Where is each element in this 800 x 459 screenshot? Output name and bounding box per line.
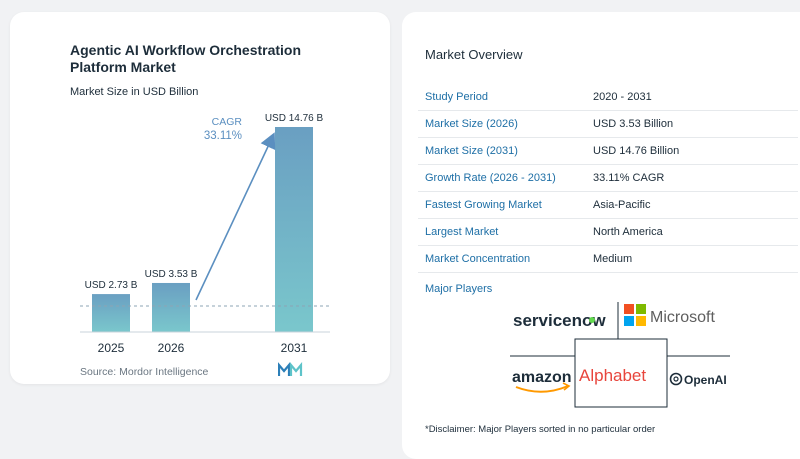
chart-title: Agentic AI Workflow Orchestration Platfo… [70, 42, 302, 75]
row-label: Market Size (2026) [425, 118, 518, 130]
overview-title: Market Overview [425, 47, 523, 62]
chart-subtitle: Market Size in USD Billion [70, 86, 199, 98]
logo-highlight-box [574, 338, 668, 408]
mordor-logo-icon [278, 362, 303, 376]
row-value: USD 14.76 Billion [593, 145, 680, 157]
table-row: Largest Market North America [418, 219, 798, 246]
table-row: Study Period 2020 - 2031 [418, 84, 798, 111]
bar-chart: CAGR 33.11% USD 2.73 B 2025 USD 3.53 B 2026… [80, 113, 330, 355]
chart-card [10, 12, 390, 384]
bar-2031 [275, 127, 313, 332]
bar-2025 [92, 294, 130, 332]
row-value: 2020 - 2031 [593, 91, 652, 103]
players-title: Major Players [425, 283, 493, 295]
row-value: Asia-Pacific [593, 199, 651, 211]
overview-table: Study Period 2020 - 2031 Market Size (20… [418, 84, 798, 273]
x-tick-label: 2031 [281, 341, 308, 355]
alphabet-logo: Alphabet [579, 366, 646, 385]
cagr-label: CAGR [212, 116, 243, 128]
overview-card [402, 12, 800, 459]
table-row: Fastest Growing Market Asia-Pacific [418, 192, 798, 219]
microsoft-logo: Microsoft [650, 309, 715, 326]
row-value: 33.11% CAGR [593, 172, 665, 184]
bar-value-label: USD 3.53 B [145, 269, 198, 280]
cagr-arrow [195, 132, 276, 301]
table-row: Market Size (2031) USD 14.76 Billion [418, 138, 798, 165]
row-label: Largest Market [425, 226, 499, 238]
row-label: Market Concentration [425, 253, 531, 265]
openai-logo: OpenAI [684, 373, 727, 387]
bar-2026 [152, 282, 190, 332]
servicenow-logo: servicenow [513, 311, 606, 330]
amazon-smile-arrow-icon [562, 382, 571, 391]
disclaimer: *Disclaimer: Major Players sorted in no … [425, 424, 656, 435]
openai-logo-icon [669, 372, 683, 386]
amazon-logo: amazon [512, 369, 572, 386]
row-label: Market Size (2031) [425, 145, 518, 157]
row-value: USD 3.53 Billion [593, 118, 674, 130]
row-label: Fastest Growing Market [425, 199, 542, 211]
row-label: Growth Rate (2026 - 2031) [425, 172, 556, 184]
amazon-smile-icon [515, 385, 569, 393]
row-label: Study Period [425, 91, 488, 103]
source-note: Source: Mordor Intelligence [80, 366, 209, 378]
table-row: Market Concentration Medium [418, 246, 798, 273]
row-value: Medium [593, 253, 633, 265]
table-row: Market Size (2026) USD 3.53 Billion [418, 111, 798, 138]
bar-value-label: USD 14.76 B [265, 113, 324, 124]
x-tick-label: 2026 [158, 341, 185, 355]
row-value: North America [593, 226, 663, 238]
bar-value-label: USD 2.73 B [85, 280, 138, 291]
cagr-value: 33.11% [204, 130, 242, 142]
table-row: Growth Rate (2026 - 2031) 33.11% CAGR [418, 165, 798, 192]
servicenow-dot-icon [589, 317, 595, 323]
x-tick-label: 2025 [98, 341, 125, 355]
microsoft-logo-icon [624, 304, 646, 326]
